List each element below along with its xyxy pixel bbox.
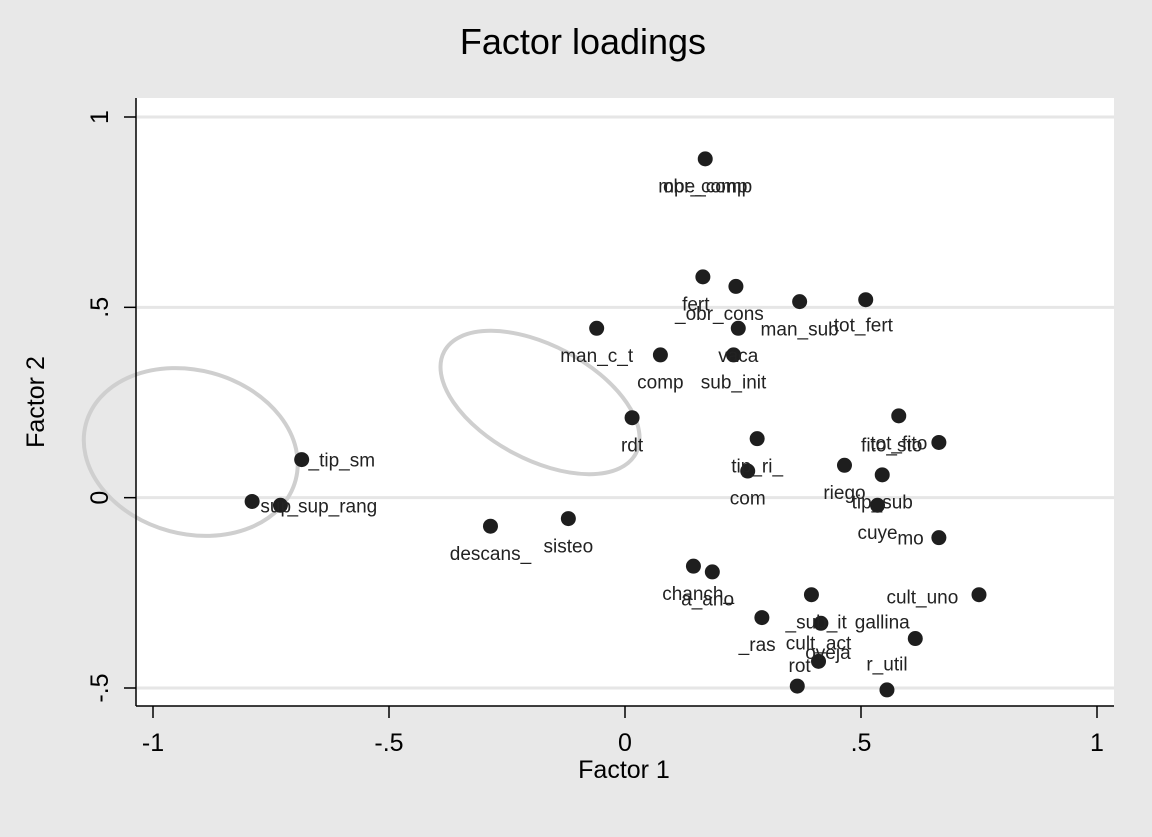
scatter-point <box>697 151 713 167</box>
scatter-point <box>811 653 827 669</box>
scatter-point <box>792 294 808 310</box>
x-axis-title: Factor 1 <box>578 756 670 784</box>
point-label: chanch_ <box>662 584 734 605</box>
point-label: _tip_sm <box>308 451 376 472</box>
point-label: _obr_cons <box>674 304 764 325</box>
grid-lines <box>137 115 1114 690</box>
scatter-point <box>803 587 819 603</box>
scatter-point <box>870 497 886 513</box>
point-label: fito_sto <box>861 435 922 456</box>
scatter-point <box>294 452 310 468</box>
point-label: com <box>730 489 766 510</box>
point-label: tip_sub <box>852 492 913 513</box>
point-label: tot_fito <box>870 433 927 454</box>
point-label: tip_ri_ <box>731 456 783 477</box>
point-label: sisteo <box>544 536 594 557</box>
scatter-point <box>685 558 701 574</box>
scatter-point <box>891 408 907 424</box>
x-tick-label: 0 <box>618 729 632 757</box>
scatter-point <box>754 610 770 626</box>
scatter-point <box>971 587 987 603</box>
point-label: _sup_rang <box>286 496 377 517</box>
scatter-point <box>749 431 765 447</box>
axis-ticks: -.5 0 .5 1 -1 -.5 0 .5 1 <box>86 110 1104 757</box>
ellipse-annotations <box>81 328 642 538</box>
point-label: sub_init <box>701 373 767 394</box>
scatter-point <box>730 320 746 336</box>
chart-title: Factor loadings <box>460 21 706 62</box>
point-label: sup <box>260 496 291 517</box>
x-tick-label: -1 <box>142 729 164 757</box>
scatter-point <box>836 457 852 473</box>
point-label: _sub_it <box>785 612 848 633</box>
annotation-ellipse <box>81 366 300 538</box>
scatter-point <box>589 320 605 336</box>
scatter-point <box>874 467 890 483</box>
point-label: riego <box>823 483 865 504</box>
point-label: man_c_t <box>560 346 634 367</box>
scatter-point <box>728 278 744 294</box>
point-label: cult_uno <box>886 588 958 609</box>
point-label: oveja <box>805 643 851 664</box>
x-tick-label: 1 <box>1090 729 1104 757</box>
scatter-point <box>879 682 895 698</box>
annotation-ellipse <box>438 328 642 477</box>
scatter-point <box>931 530 947 546</box>
scatter-point <box>789 678 805 694</box>
point-label: a_ano <box>681 590 734 611</box>
data-points <box>244 151 987 698</box>
scatter-point <box>931 434 947 450</box>
point-labels: mpe_compobr_compfert_obr_consman_subtot_… <box>260 177 958 678</box>
scatter-point <box>244 493 260 509</box>
scatter-point <box>813 615 829 631</box>
point-label: rdt <box>621 435 644 456</box>
point-label: r_util <box>866 654 907 675</box>
point-label: mo <box>897 529 923 550</box>
y-axis-title: Factor 2 <box>22 356 50 448</box>
point-label: cuye <box>857 523 897 544</box>
y-tick-label: -.5 <box>86 673 114 702</box>
scatter-point <box>695 269 711 285</box>
point-label: tot_fert <box>834 315 894 336</box>
point-label: man_sub <box>761 319 839 340</box>
point-label: obr_comp <box>663 177 748 198</box>
y-tick-label: 1 <box>86 110 114 124</box>
scatter-point <box>560 511 576 527</box>
scatter-point <box>907 631 923 647</box>
x-tick-label: .5 <box>851 729 872 757</box>
scatter-point <box>624 410 640 426</box>
scatter-point <box>482 518 498 534</box>
scatter-point <box>272 497 288 513</box>
point-label: comp <box>637 373 683 394</box>
point-label: rot <box>789 656 812 677</box>
y-tick-label: .5 <box>86 297 114 318</box>
point-label: gallina <box>855 612 910 633</box>
scatter-point <box>726 347 742 363</box>
y-tick-label: 0 <box>86 491 114 505</box>
x-tick-label: -.5 <box>374 729 403 757</box>
scatter-point <box>704 564 720 580</box>
scatter-point <box>652 347 668 363</box>
point-label: mpe_comp <box>658 177 752 198</box>
point-label: vaca <box>718 346 759 367</box>
point-label: cult_act <box>786 633 852 654</box>
point-label: descans_ <box>450 544 532 565</box>
point-label: fert <box>682 295 710 316</box>
point-label: _ras <box>738 635 776 656</box>
scatter-point <box>858 292 874 308</box>
scatter-point <box>740 463 756 479</box>
